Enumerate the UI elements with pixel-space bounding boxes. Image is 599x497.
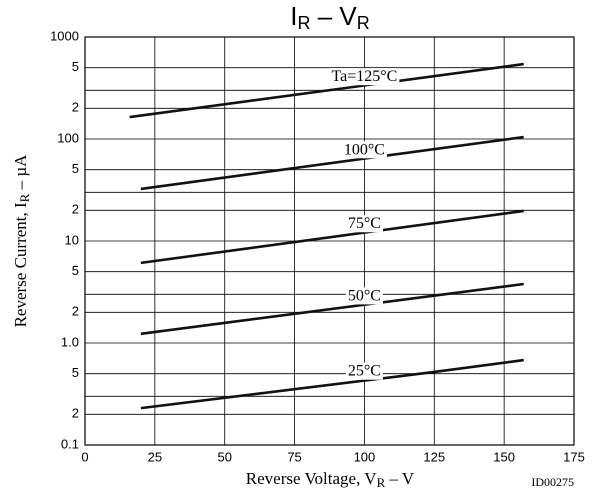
series-label: Ta=125°C (331, 68, 397, 85)
series-line (140, 358, 524, 410)
y-tick-label: 0.1 (61, 436, 79, 451)
plot-frame (84, 36, 575, 446)
series-line (129, 62, 524, 119)
y-tick-label: 5 (72, 161, 79, 176)
x-tick-label: 50 (217, 449, 231, 464)
y-tick-label: 100 (57, 130, 79, 145)
x-tick-label: 125 (423, 449, 445, 464)
y-tick-label: 2 (72, 406, 79, 421)
series-label: 75°C (348, 215, 381, 232)
label-part: – µA (11, 154, 30, 194)
series-label: 100°C (344, 141, 385, 158)
y-tick-label: 2 (72, 304, 79, 319)
x-axis-label: Reverse Voltage, VR – V (246, 469, 415, 490)
y-tick-label: 1.0 (61, 334, 79, 349)
x-tick-label: 150 (493, 449, 515, 464)
series-label-group: 50°C (345, 287, 383, 305)
y-tick-label: 5 (72, 263, 79, 278)
label-sub: R (377, 475, 386, 490)
x-tick-label: 25 (148, 449, 162, 464)
title-part: – V (310, 1, 357, 31)
y-tick-label: 1000 (50, 28, 79, 43)
label-part: Reverse Voltage, V (246, 469, 378, 488)
series-line (140, 209, 524, 265)
y-tick-label: 5 (72, 365, 79, 380)
label-bg (345, 362, 383, 380)
y-tick-label: 5 (72, 59, 79, 74)
series-line (140, 282, 524, 336)
series-label-group: 75°C (345, 215, 383, 233)
label-bg (329, 68, 400, 86)
label-part: – V (385, 469, 415, 488)
x-tick-label: 175 (563, 449, 585, 464)
series-label-group: Ta=125°C (329, 68, 400, 86)
series-label-group: 25°C (345, 362, 383, 380)
label-bg (345, 215, 383, 233)
title-part: I (290, 1, 297, 31)
annotation: ID00275 (531, 475, 574, 489)
x-tick-label: 75 (287, 449, 301, 464)
title-sub: R (357, 13, 370, 33)
y-axis-label: Reverse Current, IR – µA (11, 154, 32, 328)
y-tick-label: 2 (72, 100, 79, 115)
label-part: Reverse Current, I (11, 202, 30, 327)
series-label: 25°C (348, 363, 381, 380)
series-line (140, 135, 524, 191)
title-sub: R (297, 13, 310, 33)
label-bg (341, 141, 387, 159)
x-tick-label: 0 (81, 449, 88, 464)
chart-title: IR – VR (290, 1, 369, 33)
y-tick-label: 10 (65, 232, 79, 247)
label-sub: R (17, 193, 32, 202)
label-bg (345, 287, 383, 305)
series-label-group: 100°C (341, 141, 387, 159)
y-tick-label: 2 (72, 202, 79, 217)
x-tick-label: 100 (354, 449, 376, 464)
series-label: 50°C (348, 287, 381, 304)
